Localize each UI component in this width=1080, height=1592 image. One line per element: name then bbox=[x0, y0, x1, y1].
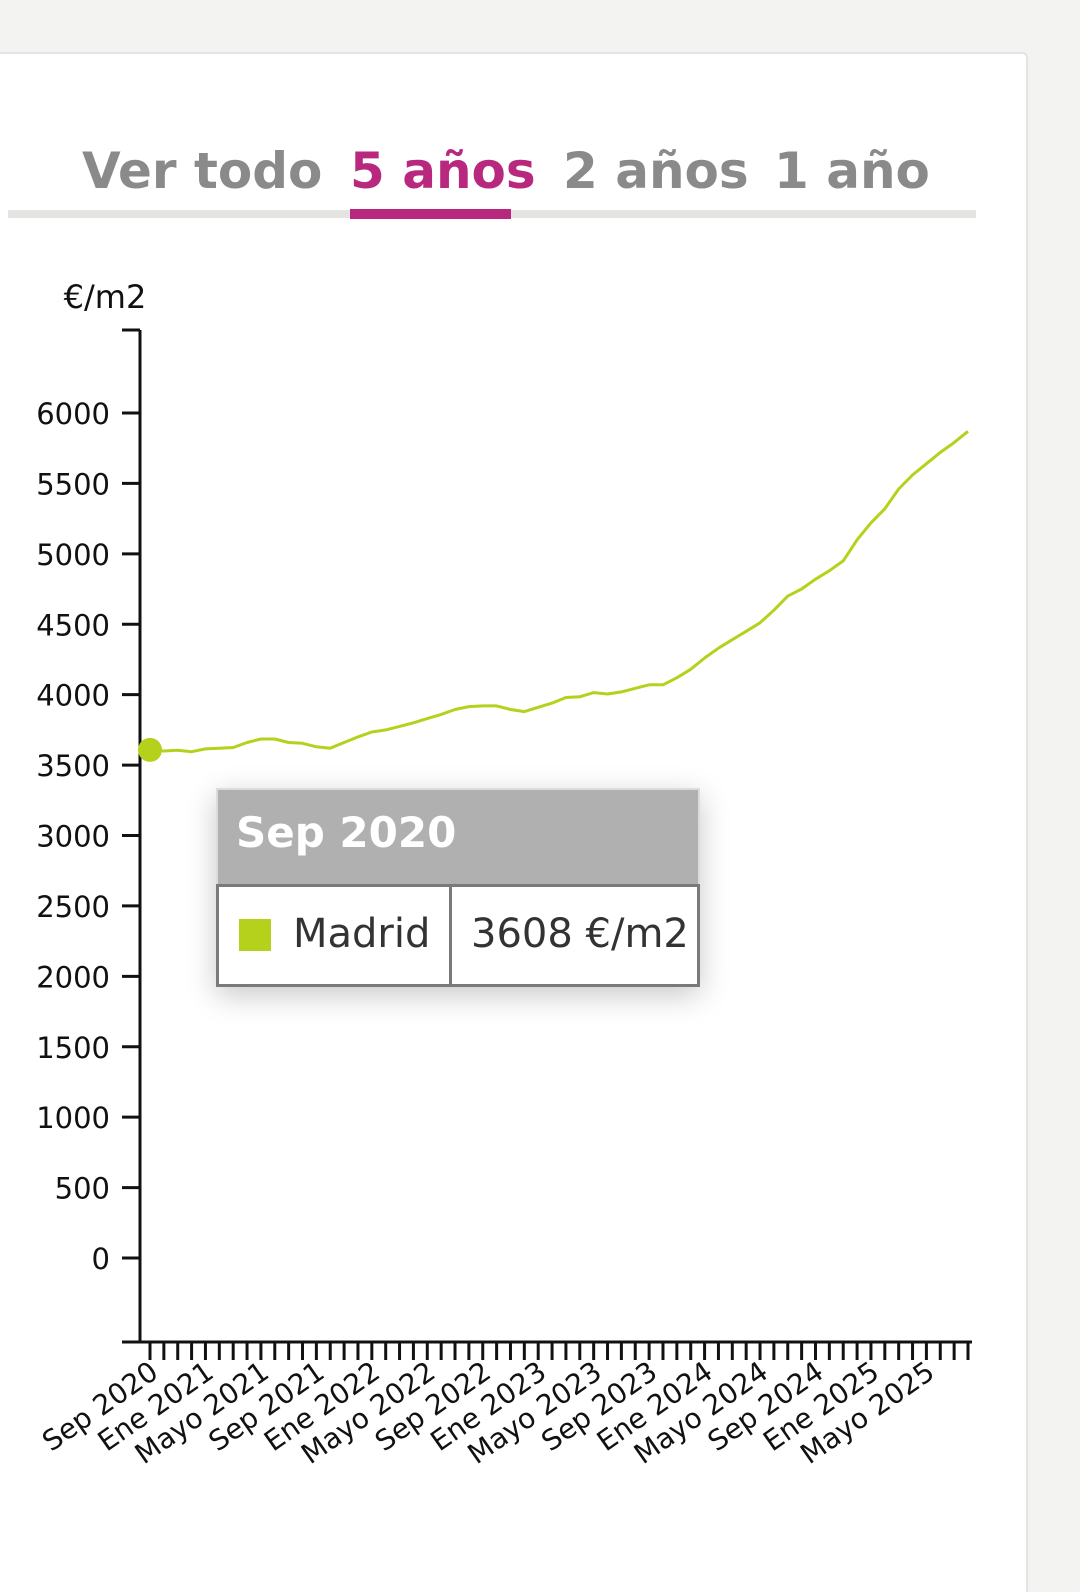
y-tick-label-4000: 4000 bbox=[36, 679, 110, 713]
y-tick-label-2500: 2500 bbox=[36, 890, 110, 924]
series-swatch bbox=[239, 919, 271, 951]
y-tick-label-6000: 6000 bbox=[36, 397, 110, 431]
y-axis-title: €/m2 bbox=[64, 278, 147, 316]
y-tick-label-4500: 4500 bbox=[36, 608, 110, 642]
tab-2-anos[interactable]: 2 años bbox=[563, 132, 749, 210]
tab-5-anos[interactable]: 5 años bbox=[350, 132, 536, 210]
y-tick-label-5000: 5000 bbox=[36, 538, 110, 572]
tooltip-header: Sep 2020 bbox=[216, 788, 700, 884]
chart-tooltip: Sep 2020 Madrid 3608 €/m2 bbox=[216, 788, 700, 987]
tab-1-ano[interactable]: 1 año bbox=[774, 132, 930, 210]
tooltip-value: 3608 €/m2 bbox=[471, 911, 689, 957]
tooltip-divider bbox=[449, 887, 452, 984]
tooltip-series-name: Madrid bbox=[293, 911, 431, 957]
highlight-point bbox=[138, 737, 162, 762]
y-tick-label-0: 0 bbox=[92, 1242, 110, 1276]
y-tick-label-3500: 3500 bbox=[36, 749, 110, 783]
active-tab-indicator bbox=[350, 209, 511, 219]
tooltip-row: Madrid 3608 €/m2 bbox=[216, 884, 700, 987]
series-line-madrid bbox=[149, 430, 969, 754]
y-tick-label-1500: 1500 bbox=[36, 1031, 110, 1065]
y-tick-label-500: 500 bbox=[55, 1172, 110, 1206]
y-tick-label-1000: 1000 bbox=[36, 1101, 110, 1135]
tooltip-date: Sep 2020 bbox=[236, 808, 457, 857]
y-tick-label-3000: 3000 bbox=[36, 820, 110, 854]
period-tabs: Ver todo 5 años 2 años 1 año bbox=[8, 132, 976, 220]
tab-ver-todo[interactable]: Ver todo bbox=[82, 132, 322, 210]
y-tick-label-2000: 2000 bbox=[36, 960, 110, 994]
y-tick-label-5500: 5500 bbox=[36, 467, 110, 501]
